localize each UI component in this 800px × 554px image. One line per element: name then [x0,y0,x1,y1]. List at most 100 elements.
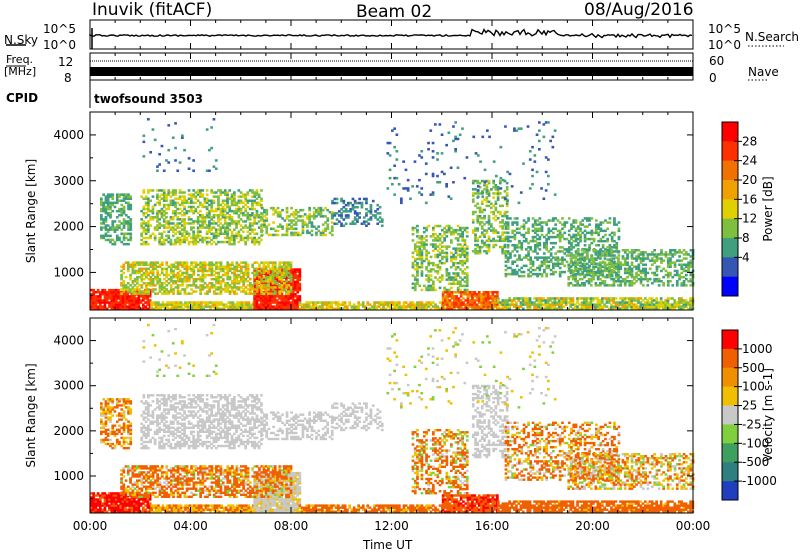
power-cell [161,301,165,304]
power-cell [483,223,486,226]
power-cell [455,303,458,306]
power-cell [453,291,456,294]
power-cell [411,239,415,242]
power-cell [330,229,334,233]
power-cell [280,288,284,291]
power-cell [278,213,282,216]
power-cell [212,234,216,238]
power-cell [209,307,212,310]
power-cell [131,261,135,264]
power-cell [574,255,577,258]
power-cell [398,307,401,310]
power-cell [215,301,219,304]
power-cell [492,227,495,230]
power-cell [370,307,374,310]
power-cell [144,307,147,310]
power-cell [262,275,266,279]
power-cell [217,189,220,192]
power-cell [543,221,546,224]
power-cell [174,232,177,235]
power-cell [185,265,189,268]
power-cell [657,307,661,310]
power-cell [203,286,207,289]
power-cell [223,220,227,223]
power-cell [317,206,321,210]
power-cell [213,301,217,304]
power-cell [625,307,629,310]
power-cell [106,197,110,200]
power-cell [228,263,232,266]
power-cell [544,307,548,310]
power-cell [446,305,449,308]
power-cell [196,232,200,235]
nsky-label: N.Sky [4,33,39,47]
power-cell [420,251,424,255]
power-cell [571,301,575,304]
power-cell [613,250,616,253]
power-cell [450,301,454,304]
power-cell [589,297,593,300]
power-cell [212,269,216,273]
power-cell [144,195,148,198]
power-cell [511,272,514,276]
power-cell [133,305,136,308]
power-cell [172,271,175,275]
power-cell [554,262,557,266]
power-cell [167,265,171,268]
power-cell [273,284,277,288]
power-cell [489,295,492,298]
power-cell [480,210,484,214]
power-cell [531,264,535,268]
power-cell [478,245,482,249]
power-cell [242,238,245,242]
power-cell [287,267,291,271]
power-cell [583,225,587,228]
power-cell [187,201,191,205]
power-cell [438,286,442,290]
power-cell [147,288,150,291]
power-cell [445,224,449,228]
power-cell [181,238,184,242]
power-cell [140,238,143,242]
power-cell [120,214,124,217]
power-cell [420,259,424,263]
power-cell [205,205,209,209]
power-cell [321,231,325,235]
power-cell [503,239,507,243]
power-cell [474,204,477,208]
power-cell [157,301,160,304]
power-cell [420,237,424,240]
power-cell [490,239,493,243]
power-cell [174,191,177,194]
power-cell [257,268,261,271]
power-cell [653,299,656,302]
power-cell [379,301,383,304]
power-cell [452,247,455,250]
power-cell [551,307,554,310]
power-cell [127,222,130,225]
power-cell [169,238,173,242]
power-cell [194,242,198,246]
power-cell [201,267,205,271]
power-cell [463,272,467,275]
power-cell [546,305,550,308]
power-cell [511,260,514,263]
power-cell [190,288,193,291]
power-cell [569,253,573,256]
power-cell [269,286,273,289]
power-cell [251,236,254,240]
power-cell [156,280,159,283]
power-cell [463,255,467,259]
power-cell [459,295,463,298]
power-cell [228,207,232,211]
power-cell [604,248,607,251]
power-cell [450,303,454,306]
power-cell [230,193,234,196]
power-cell [242,214,245,217]
power-cell [142,273,146,277]
power-cell [260,299,263,302]
power-cell [459,247,462,250]
power-cell [230,203,234,207]
power-cell [223,230,227,233]
power-cell [285,263,288,266]
